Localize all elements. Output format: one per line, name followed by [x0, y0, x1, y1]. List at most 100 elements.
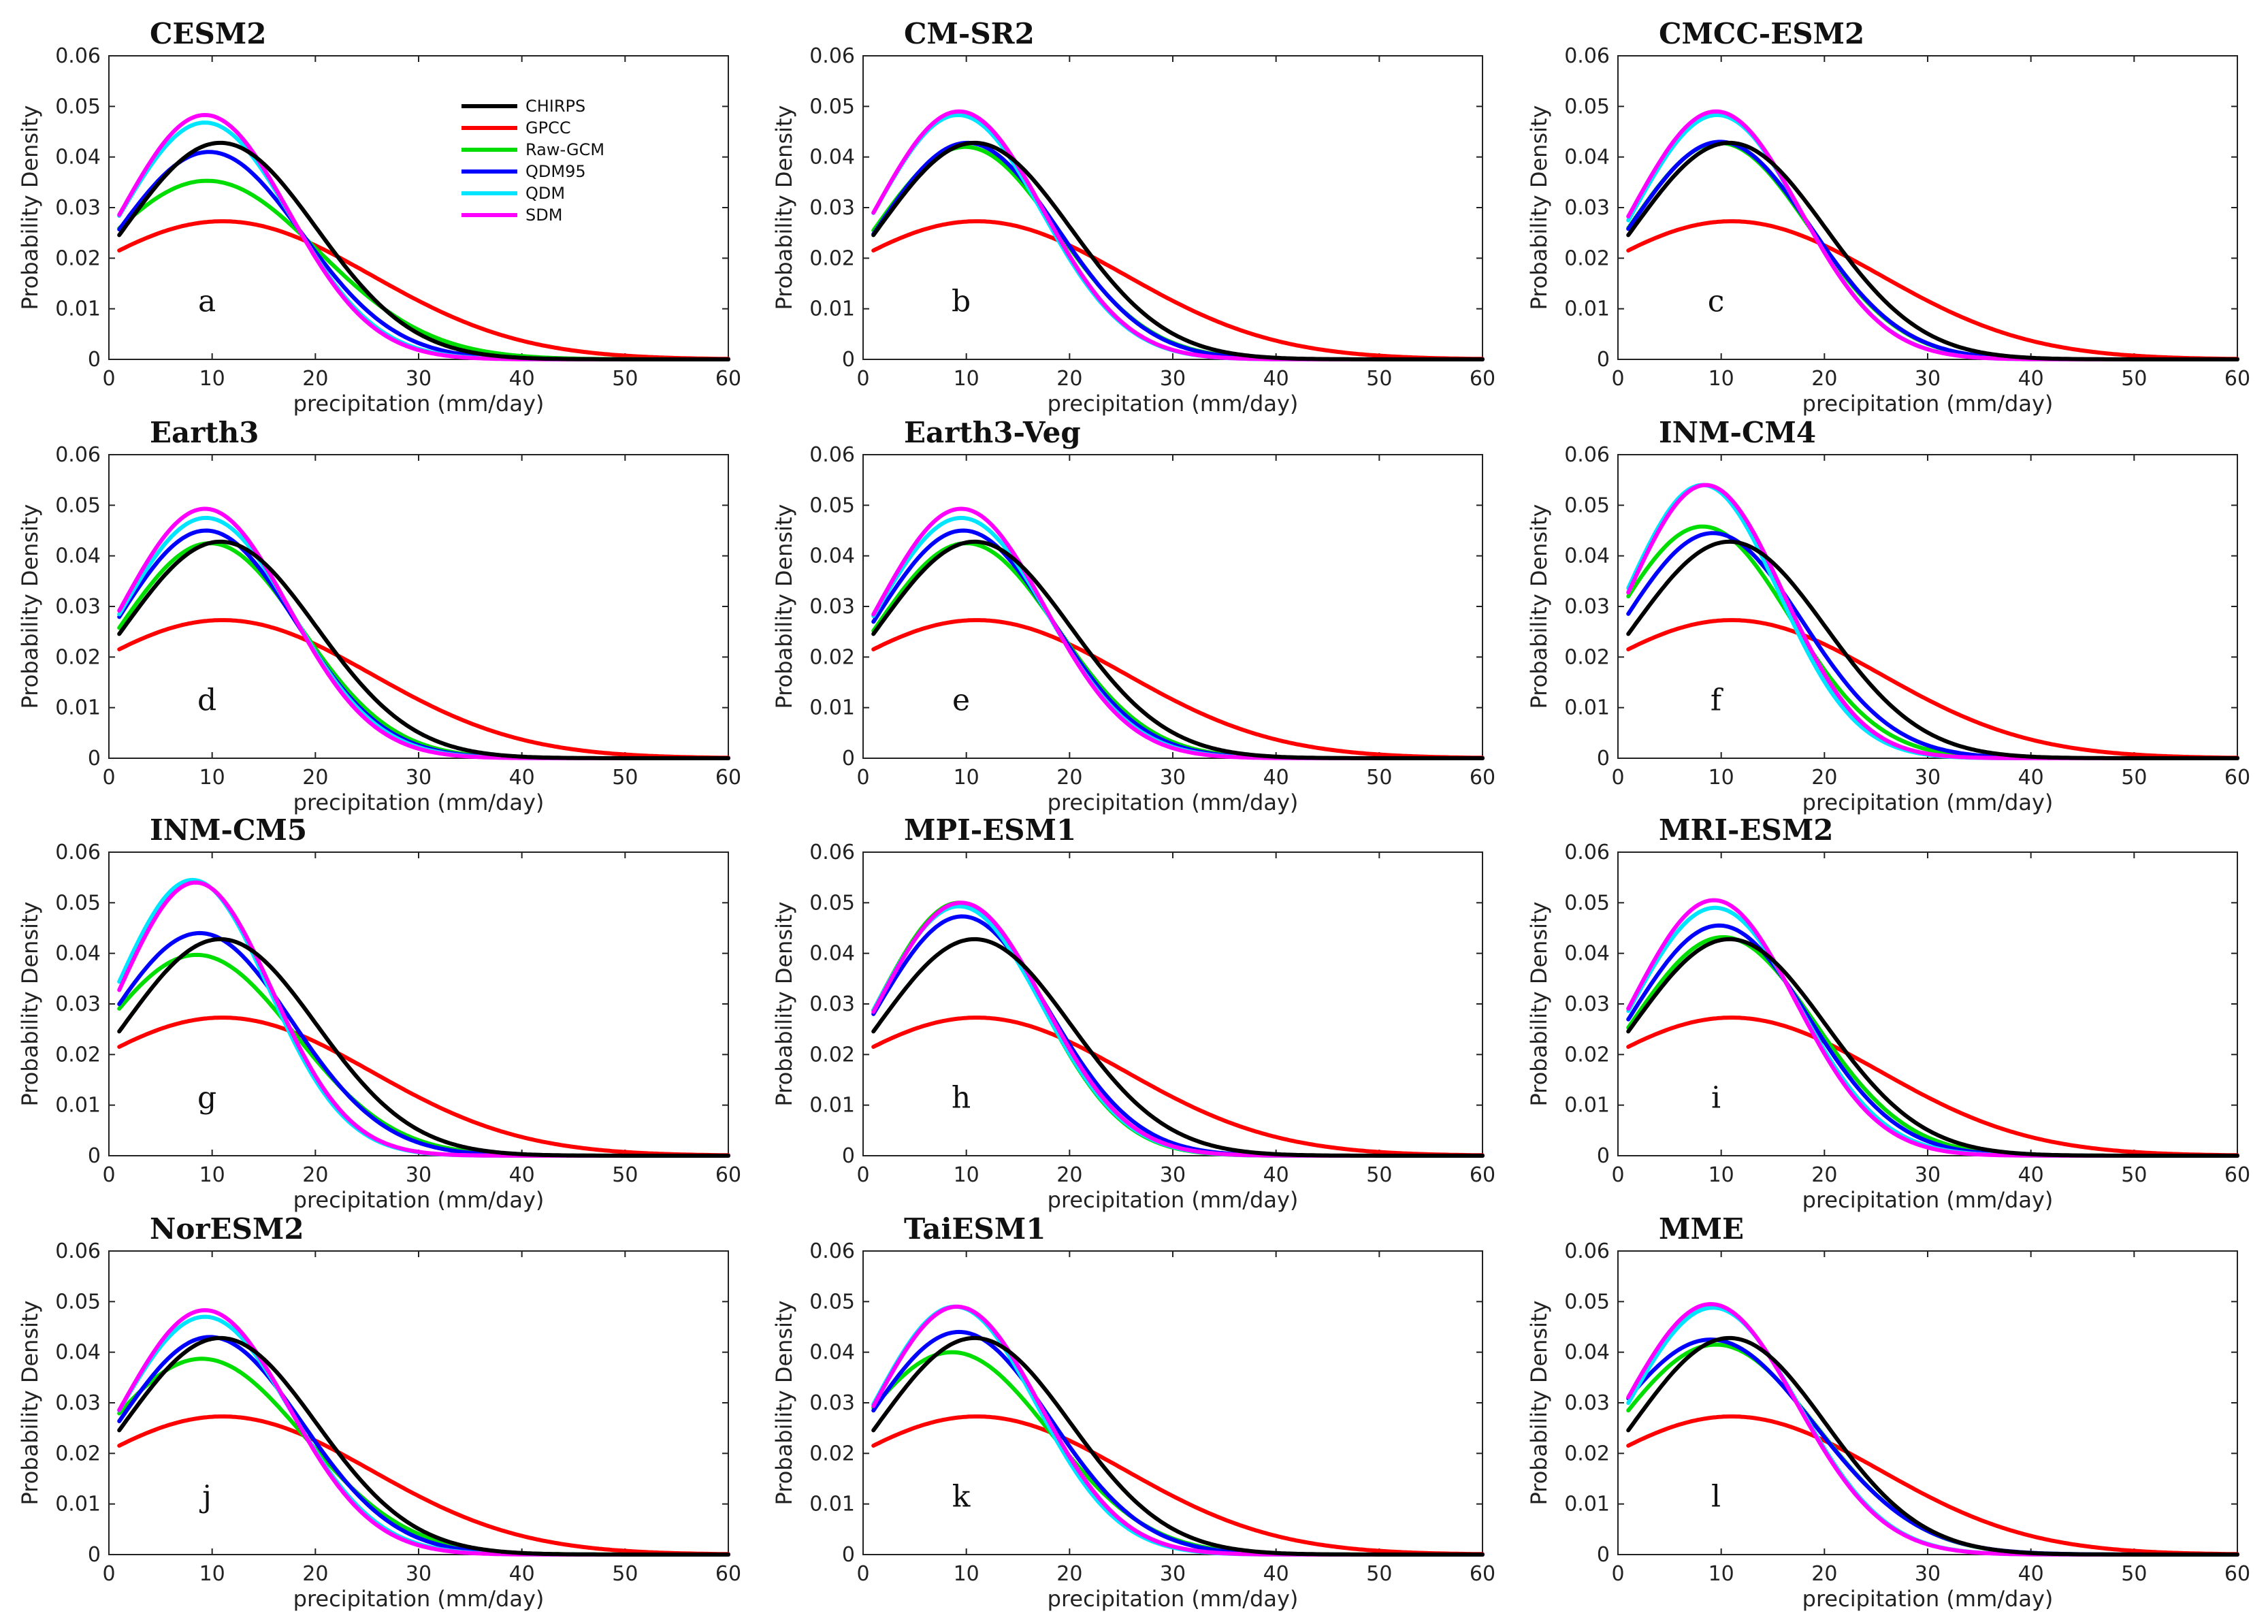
panel-title: NorESM2	[150, 1212, 304, 1246]
x-axis-label: precipitation (mm/day)	[1802, 790, 2054, 815]
y-tick-label: 0.04	[1564, 1341, 1610, 1365]
x-axis-label: precipitation (mm/day)	[1048, 1187, 1299, 1213]
panel-letter: f	[1711, 683, 1723, 717]
x-tick-label: 50	[1366, 1562, 1392, 1586]
x-axis-label: precipitation (mm/day)	[1048, 391, 1299, 417]
y-tick-label: 0.05	[809, 95, 855, 118]
y-tick-label: 0.01	[55, 297, 101, 321]
panel-letter: b	[952, 284, 971, 319]
x-tick-label: 20	[302, 1163, 328, 1187]
y-tick-label: 0.05	[1564, 493, 1610, 517]
x-tick-label: 20	[1811, 766, 1837, 790]
panel-letter: i	[1711, 1080, 1721, 1115]
series-line-chirps	[117, 140, 730, 361]
y-tick-label: 0.05	[55, 493, 101, 517]
y-tick-label: 0.02	[55, 645, 101, 669]
x-tick-label: 50	[612, 1562, 638, 1586]
panel-title: CM-SR2	[904, 17, 1035, 50]
y-axis-label: Probability Density	[771, 902, 797, 1107]
y-tick-label: 0.06	[809, 443, 855, 467]
y-tick-label: 0.03	[55, 196, 101, 220]
x-tick-label: 50	[1366, 1163, 1392, 1187]
x-tick-label: 30	[1160, 367, 1186, 391]
y-tick-label: 0.01	[1564, 1094, 1610, 1118]
legend-label: QDM95	[525, 162, 586, 181]
x-tick-label: 20	[1056, 1562, 1082, 1586]
x-tick-label: 60	[2224, 367, 2250, 391]
legend-label: CHIRPS	[525, 97, 585, 116]
panel-l: 0 10 20 30 40 50 60 0 0.01 0.02 0.03 0.04 0.05 0.06 pr…	[1526, 1212, 2250, 1612]
series-line-chirps	[871, 539, 1485, 760]
panel-j: 0 10 20 30 40 50 60 0 0.01 0.02 0.03 0.04 0.05 0.06 pr…	[17, 1212, 741, 1612]
panel-b: 0 10 20 30 40 50 60 0 0.01 0.02 0.03 0.04 0.05 0.06 pr…	[771, 17, 1495, 417]
x-tick-label: 10	[199, 766, 225, 790]
x-tick-label: 30	[1915, 367, 1941, 391]
panel-letter: d	[197, 683, 216, 717]
x-tick-label: 50	[2121, 766, 2147, 790]
y-tick-label: 0.01	[55, 1493, 101, 1516]
y-tick-label: 0	[1597, 1543, 1610, 1567]
panel-title: CESM2	[150, 17, 267, 50]
y-tick-label: 0.03	[1564, 992, 1610, 1016]
y-tick-label: 0.02	[1564, 1442, 1610, 1465]
y-tick-label: 0	[842, 747, 855, 770]
x-tick-label: 60	[2224, 1163, 2250, 1187]
panel-title: INM-CM5	[150, 813, 307, 847]
y-tick-label: 0.01	[809, 297, 855, 321]
y-tick-label: 0.01	[1564, 1493, 1610, 1516]
y-axis-label: Probability Density	[1526, 1301, 1552, 1506]
x-tick-label: 30	[1160, 1562, 1186, 1586]
x-tick-label: 20	[1811, 1163, 1837, 1187]
panel-letter: h	[952, 1080, 971, 1115]
y-tick-label: 0.02	[1564, 1043, 1610, 1067]
y-tick-label: 0.03	[809, 196, 855, 220]
x-tick-label: 30	[406, 1163, 432, 1187]
y-tick-label: 0.05	[55, 95, 101, 118]
y-tick-label: 0.04	[55, 942, 101, 966]
y-tick-label: 0.06	[1564, 443, 1610, 467]
x-tick-label: 60	[2224, 766, 2250, 790]
y-tick-label: 0.04	[1564, 942, 1610, 966]
x-tick-label: 40	[2018, 766, 2044, 790]
x-axis-label: precipitation (mm/day)	[293, 790, 545, 815]
panel-letter: c	[1708, 284, 1725, 319]
panel-letter: l	[1711, 1479, 1721, 1514]
series-line-gpcc	[871, 1016, 1485, 1158]
legend-label: QDM	[525, 184, 565, 203]
y-tick-label: 0.04	[55, 1341, 101, 1365]
x-tick-label: 60	[715, 1163, 741, 1187]
x-tick-label: 60	[715, 1562, 741, 1586]
y-tick-label: 0	[1597, 747, 1610, 770]
x-tick-label: 60	[1470, 1163, 1495, 1187]
y-axis-label: Probability Density	[17, 105, 43, 310]
series-line-gpcc	[117, 1016, 730, 1158]
series-line-chirps	[871, 937, 1485, 1158]
x-tick-label: 20	[1056, 367, 1082, 391]
y-axis-label: Probability Density	[17, 1301, 43, 1506]
legend-label: SDM	[525, 206, 562, 225]
panel-f: 0 10 20 30 40 50 60 0 0.01 0.02 0.03 0.04 0.05 0.06 pr…	[1526, 416, 2250, 815]
y-tick-label: 0.06	[1564, 1239, 1610, 1263]
y-tick-label: 0.01	[809, 1493, 855, 1516]
panel-title: TaiESM1	[904, 1212, 1046, 1246]
x-tick-label: 30	[1915, 1163, 1941, 1187]
x-tick-label: 20	[302, 367, 328, 391]
y-tick-label: 0	[88, 348, 101, 372]
series-line-gpcc	[871, 1414, 1485, 1557]
y-tick-label: 0.04	[809, 942, 855, 966]
y-axis-label: Probability Density	[17, 902, 43, 1107]
series-line-chirps	[1626, 539, 2239, 760]
panel-title: MPI-ESM1	[904, 813, 1076, 847]
y-tick-label: 0.03	[55, 1391, 101, 1415]
y-tick-label: 0.04	[809, 545, 855, 568]
y-tick-label: 0.02	[55, 246, 101, 270]
panel-g: 0 10 20 30 40 50 60 0 0.01 0.02 0.03 0.04 0.05 0.06 pr…	[17, 813, 741, 1213]
x-tick-label: 60	[2224, 1562, 2250, 1586]
y-tick-label: 0.02	[809, 645, 855, 669]
x-tick-label: 40	[509, 1562, 535, 1586]
series-line-chirps	[1626, 140, 2239, 361]
y-tick-label: 0.01	[1564, 696, 1610, 720]
x-tick-label: 20	[1811, 1562, 1837, 1586]
series-line-chirps	[117, 539, 730, 760]
y-tick-label: 0	[88, 747, 101, 770]
